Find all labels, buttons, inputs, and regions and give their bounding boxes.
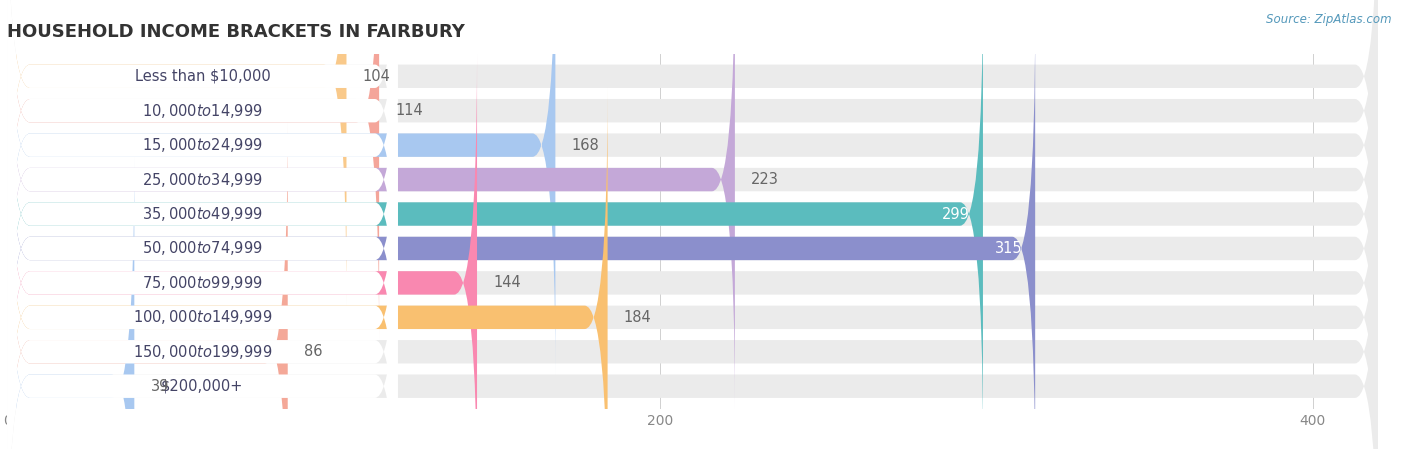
FancyBboxPatch shape — [7, 123, 288, 449]
Text: 144: 144 — [494, 275, 522, 291]
FancyBboxPatch shape — [7, 0, 398, 306]
Text: $100,000 to $149,999: $100,000 to $149,999 — [132, 308, 273, 326]
FancyBboxPatch shape — [7, 123, 1378, 449]
Text: $200,000+: $200,000+ — [162, 379, 243, 394]
FancyBboxPatch shape — [7, 0, 735, 409]
FancyBboxPatch shape — [7, 0, 1378, 443]
FancyBboxPatch shape — [7, 157, 398, 449]
FancyBboxPatch shape — [7, 0, 1378, 374]
FancyBboxPatch shape — [7, 123, 398, 449]
FancyBboxPatch shape — [7, 0, 380, 340]
Text: $150,000 to $199,999: $150,000 to $199,999 — [132, 343, 273, 361]
FancyBboxPatch shape — [7, 0, 398, 409]
FancyBboxPatch shape — [7, 0, 1378, 306]
FancyBboxPatch shape — [7, 0, 398, 374]
Text: 86: 86 — [304, 344, 322, 359]
Text: $10,000 to $14,999: $10,000 to $14,999 — [142, 102, 263, 120]
FancyBboxPatch shape — [7, 53, 477, 449]
FancyBboxPatch shape — [7, 157, 1378, 449]
Text: 223: 223 — [751, 172, 779, 187]
FancyBboxPatch shape — [7, 0, 983, 443]
Text: 104: 104 — [363, 69, 391, 84]
FancyBboxPatch shape — [7, 0, 555, 374]
Text: $50,000 to $74,999: $50,000 to $74,999 — [142, 239, 263, 257]
Text: 315: 315 — [994, 241, 1022, 256]
Text: $15,000 to $24,999: $15,000 to $24,999 — [142, 136, 263, 154]
Text: 39: 39 — [150, 379, 169, 394]
FancyBboxPatch shape — [7, 0, 398, 340]
Text: $25,000 to $34,999: $25,000 to $34,999 — [142, 171, 263, 189]
FancyBboxPatch shape — [7, 19, 1035, 449]
Text: 114: 114 — [395, 103, 423, 118]
Text: 184: 184 — [624, 310, 651, 325]
FancyBboxPatch shape — [7, 0, 1378, 409]
Text: $35,000 to $49,999: $35,000 to $49,999 — [142, 205, 263, 223]
Text: 299: 299 — [942, 207, 970, 221]
FancyBboxPatch shape — [7, 0, 398, 443]
FancyBboxPatch shape — [7, 0, 1378, 340]
Text: $75,000 to $99,999: $75,000 to $99,999 — [142, 274, 263, 292]
FancyBboxPatch shape — [7, 19, 1378, 449]
FancyBboxPatch shape — [7, 0, 346, 306]
FancyBboxPatch shape — [7, 88, 398, 449]
Text: Source: ZipAtlas.com: Source: ZipAtlas.com — [1267, 13, 1392, 26]
FancyBboxPatch shape — [7, 53, 398, 449]
FancyBboxPatch shape — [7, 19, 398, 449]
Text: Less than $10,000: Less than $10,000 — [135, 69, 270, 84]
FancyBboxPatch shape — [7, 157, 135, 449]
FancyBboxPatch shape — [7, 53, 1378, 449]
Text: 168: 168 — [572, 138, 599, 153]
FancyBboxPatch shape — [7, 88, 1378, 449]
Text: HOUSEHOLD INCOME BRACKETS IN FAIRBURY: HOUSEHOLD INCOME BRACKETS IN FAIRBURY — [7, 23, 465, 41]
FancyBboxPatch shape — [7, 88, 607, 449]
